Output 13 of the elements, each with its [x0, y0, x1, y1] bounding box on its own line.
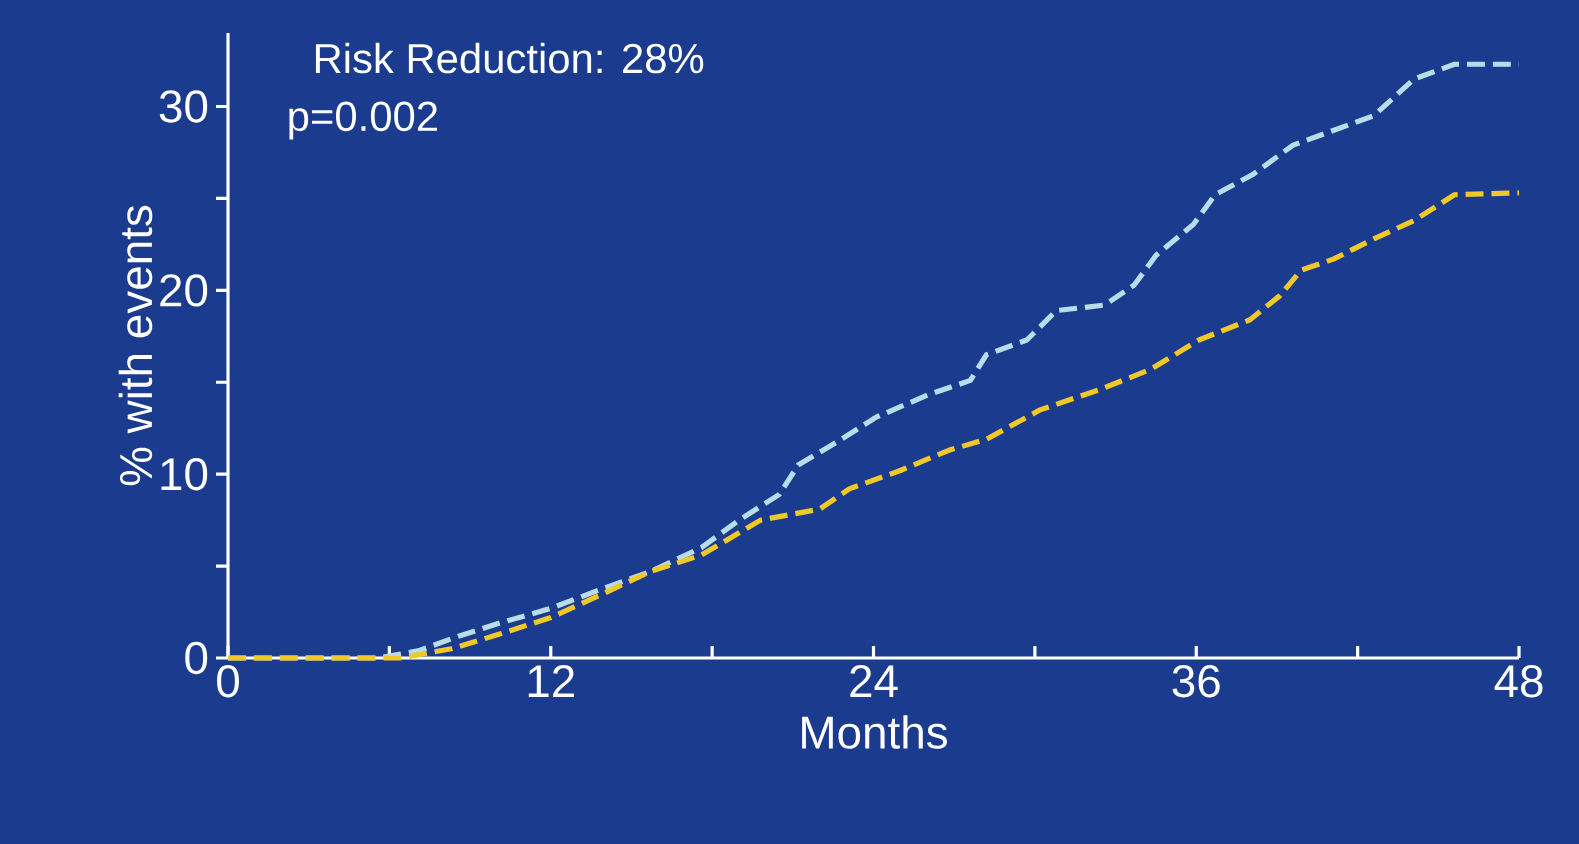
y-tick-label: 10: [161, 457, 208, 491]
y-axis-title: % with events: [118, 205, 153, 486]
x-tick-label: 36: [1172, 665, 1220, 698]
x-tick-label: 12: [528, 665, 574, 698]
x-tick-label: 24: [850, 665, 898, 698]
annotation: Risk Reduction: 28%: [315, 42, 704, 74]
y-tick-label: 0: [185, 641, 208, 675]
x-tick-label: 0: [217, 665, 239, 698]
x-tick-label: 48: [1494, 665, 1543, 698]
x-axis-title: Months: [802, 715, 947, 749]
y-tick-label: 30: [159, 90, 208, 123]
y-tick-label: 20: [160, 274, 208, 307]
annotation: p=0.002: [289, 101, 437, 140]
